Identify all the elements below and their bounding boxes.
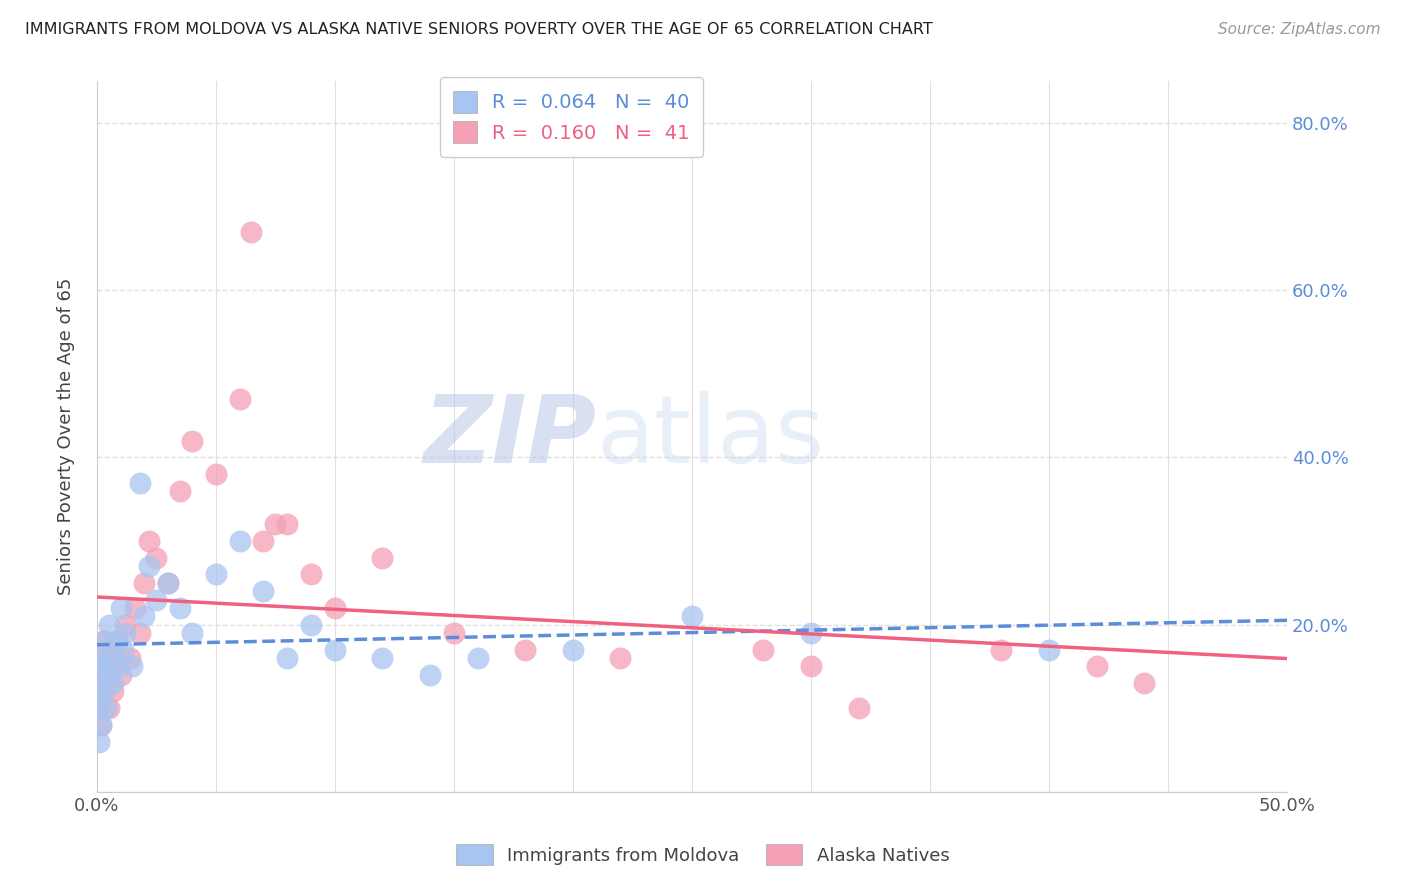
Point	[138, 559, 160, 574]
Text: Source: ZipAtlas.com: Source: ZipAtlas.com	[1218, 22, 1381, 37]
Point	[110, 667, 132, 681]
Point	[299, 567, 322, 582]
Point	[90, 718, 112, 732]
Point	[169, 600, 191, 615]
Point	[87, 701, 110, 715]
Point	[276, 517, 298, 532]
Point	[264, 517, 287, 532]
Point	[145, 550, 167, 565]
Point	[609, 651, 631, 665]
Point	[118, 651, 141, 665]
Point	[252, 534, 274, 549]
Point	[103, 684, 125, 698]
Point	[87, 734, 110, 748]
Point	[128, 626, 150, 640]
Point	[107, 634, 129, 648]
Point	[93, 634, 115, 648]
Point	[1038, 642, 1060, 657]
Point	[103, 676, 125, 690]
Point	[157, 575, 180, 590]
Point	[104, 651, 127, 665]
Point	[114, 626, 136, 640]
Point	[1133, 676, 1156, 690]
Point	[467, 651, 489, 665]
Point	[681, 609, 703, 624]
Point	[90, 718, 112, 732]
Point	[93, 634, 115, 648]
Point	[96, 659, 118, 673]
Point	[90, 651, 112, 665]
Point	[93, 684, 115, 698]
Point	[228, 392, 250, 406]
Point	[157, 575, 180, 590]
Text: ZIP: ZIP	[423, 391, 596, 483]
Point	[561, 642, 583, 657]
Point	[90, 684, 112, 698]
Point	[100, 651, 122, 665]
Point	[87, 667, 110, 681]
Point	[800, 659, 823, 673]
Point	[371, 550, 394, 565]
Point	[104, 634, 127, 648]
Point	[114, 617, 136, 632]
Text: IMMIGRANTS FROM MOLDOVA VS ALASKA NATIVE SENIORS POVERTY OVER THE AGE OF 65 CORR: IMMIGRANTS FROM MOLDOVA VS ALASKA NATIVE…	[25, 22, 934, 37]
Point	[90, 651, 112, 665]
Point	[96, 667, 118, 681]
Point	[419, 667, 441, 681]
Point	[87, 667, 110, 681]
Point	[228, 534, 250, 549]
Point	[204, 567, 226, 582]
Point	[134, 609, 156, 624]
Point	[276, 651, 298, 665]
Point	[204, 467, 226, 482]
Point	[107, 659, 129, 673]
Text: atlas: atlas	[596, 391, 825, 483]
Point	[111, 642, 134, 657]
Point	[87, 701, 110, 715]
Point	[443, 626, 465, 640]
Point	[145, 592, 167, 607]
Point	[1085, 659, 1108, 673]
Point	[93, 684, 115, 698]
Point	[128, 475, 150, 490]
Point	[124, 600, 146, 615]
Point	[134, 575, 156, 590]
Point	[515, 642, 537, 657]
Point	[97, 701, 120, 715]
Legend: Immigrants from Moldova, Alaska Natives: Immigrants from Moldova, Alaska Natives	[449, 837, 957, 872]
Legend: R =  0.064   N =  40, R =  0.160   N =  41: R = 0.064 N = 40, R = 0.160 N = 41	[440, 77, 703, 157]
Point	[181, 626, 204, 640]
Point	[252, 584, 274, 599]
Point	[990, 642, 1012, 657]
Point	[371, 651, 394, 665]
Point	[323, 642, 346, 657]
Point	[97, 667, 120, 681]
Point	[96, 701, 118, 715]
Point	[181, 434, 204, 448]
Point	[169, 483, 191, 498]
Point	[299, 617, 322, 632]
Point	[97, 617, 120, 632]
Point	[848, 701, 870, 715]
Y-axis label: Seniors Poverty Over the Age of 65: Seniors Poverty Over the Age of 65	[58, 278, 75, 595]
Point	[752, 642, 775, 657]
Point	[240, 225, 263, 239]
Point	[138, 534, 160, 549]
Point	[800, 626, 823, 640]
Point	[100, 659, 122, 673]
Point	[323, 600, 346, 615]
Point	[110, 600, 132, 615]
Point	[121, 659, 143, 673]
